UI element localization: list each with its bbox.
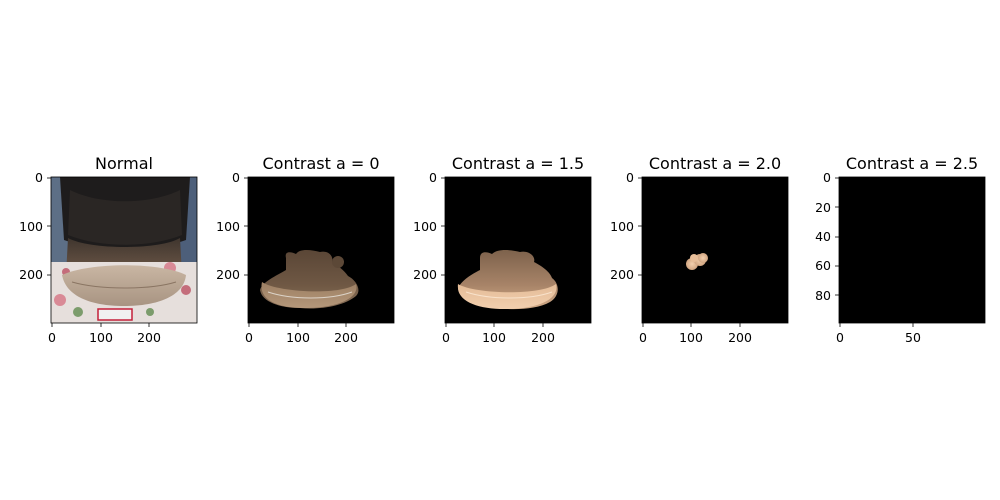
axes-frame bbox=[641, 176, 789, 324]
y-tick-label: 0 bbox=[35, 170, 43, 185]
x-axis: 0 100 200 bbox=[245, 323, 358, 345]
black-image bbox=[839, 177, 985, 323]
y-tick-label: 40 bbox=[815, 229, 831, 244]
panel-title: Contrast a = 2.5 bbox=[846, 154, 978, 173]
axes-frame bbox=[247, 176, 395, 324]
x-axis: 0 100 200 bbox=[48, 323, 161, 345]
panel-contrast-2-5: Contrast a = 2.5 0 50 0 20 40 60 80 bbox=[815, 154, 986, 345]
photo-normal bbox=[51, 177, 197, 323]
y-tick-label: 100 bbox=[216, 219, 240, 234]
bright-blob bbox=[686, 253, 708, 270]
axes-frame bbox=[838, 176, 986, 324]
y-axis: 0 100 200 bbox=[216, 170, 248, 282]
y-tick-label: 200 bbox=[216, 267, 240, 282]
y-tick-label: 60 bbox=[815, 258, 831, 273]
x-axis: 0 50 bbox=[836, 323, 921, 345]
x-tick-label: 200 bbox=[137, 330, 161, 345]
panel-title: Contrast a = 0 bbox=[262, 154, 379, 173]
axes-frame bbox=[50, 176, 198, 324]
panel-title: Normal bbox=[95, 154, 153, 173]
x-tick-label: 50 bbox=[905, 330, 921, 345]
x-tick-label: 100 bbox=[679, 330, 703, 345]
y-tick-label: 80 bbox=[815, 288, 831, 303]
y-tick-label: 100 bbox=[413, 219, 437, 234]
panel-contrast-2-0: Contrast a = 2.0 0 100 200 0 100 200 bbox=[610, 154, 789, 345]
segmented-skin-region bbox=[260, 250, 359, 309]
panel-contrast-1-5: Contrast a = 1.5 0 100 200 0 100 200 bbox=[413, 154, 592, 345]
y-axis: 0 100 200 bbox=[19, 170, 51, 282]
y-tick-label: 100 bbox=[610, 219, 634, 234]
y-axis: 0 100 200 bbox=[610, 170, 642, 282]
x-tick-label: 0 bbox=[639, 330, 647, 345]
segmented-skin-region bbox=[457, 250, 558, 310]
panel-normal: Normal bbox=[19, 154, 198, 345]
y-tick-label: 20 bbox=[815, 200, 831, 215]
y-tick-label: 0 bbox=[429, 170, 437, 185]
x-tick-label: 0 bbox=[48, 330, 56, 345]
y-tick-label: 0 bbox=[823, 170, 831, 185]
x-tick-label: 100 bbox=[89, 330, 113, 345]
y-axis: 0 20 40 60 80 bbox=[815, 170, 839, 303]
x-tick-label: 0 bbox=[836, 330, 844, 345]
x-axis: 0 100 200 bbox=[442, 323, 555, 345]
y-tick-label: 200 bbox=[19, 267, 43, 282]
y-tick-label: 200 bbox=[610, 267, 634, 282]
axes-frame bbox=[444, 176, 592, 324]
x-tick-label: 0 bbox=[245, 330, 253, 345]
y-tick-label: 100 bbox=[19, 219, 43, 234]
y-tick-label: 0 bbox=[232, 170, 240, 185]
x-tick-label: 100 bbox=[482, 330, 506, 345]
panel-contrast-0: Contrast a = 0 0 100 200 0 100 200 bbox=[216, 154, 395, 345]
x-tick-label: 0 bbox=[442, 330, 450, 345]
panel-title: Contrast a = 2.0 bbox=[649, 154, 781, 173]
y-tick-label: 0 bbox=[626, 170, 634, 185]
y-tick-label: 200 bbox=[413, 267, 437, 282]
y-axis: 0 100 200 bbox=[413, 170, 445, 282]
x-tick-label: 200 bbox=[531, 330, 555, 345]
x-axis: 0 100 200 bbox=[639, 323, 752, 345]
x-tick-label: 100 bbox=[286, 330, 310, 345]
panel-title: Contrast a = 1.5 bbox=[452, 154, 584, 173]
x-tick-label: 200 bbox=[334, 330, 358, 345]
x-tick-label: 200 bbox=[728, 330, 752, 345]
